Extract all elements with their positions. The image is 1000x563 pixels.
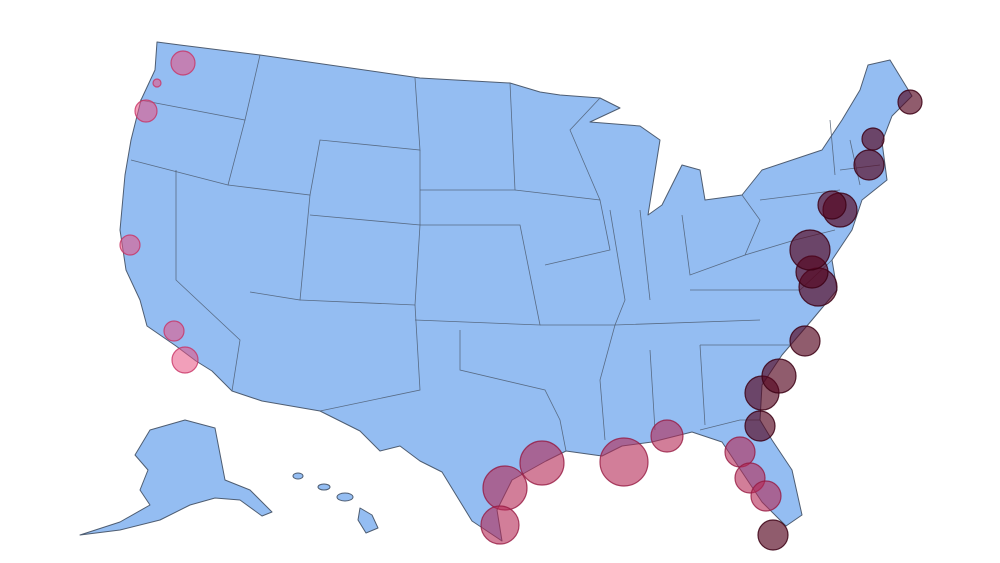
basemap — [79, 41, 913, 542]
bubble — [170, 50, 196, 76]
bubble — [789, 325, 821, 357]
bubble — [861, 127, 885, 151]
alaska — [79, 419, 273, 536]
bubble — [897, 89, 923, 115]
bubble — [482, 465, 528, 511]
bubble — [817, 190, 847, 220]
bubbles — [119, 50, 923, 551]
bubble — [757, 519, 789, 551]
bubble — [134, 99, 158, 123]
hawaii — [292, 472, 379, 534]
bubble — [599, 437, 649, 487]
island — [357, 507, 379, 534]
bubble — [853, 149, 885, 181]
bubble — [163, 320, 185, 342]
island — [292, 472, 304, 480]
bubble — [744, 410, 776, 442]
bubble — [152, 78, 162, 88]
bubble — [761, 358, 797, 394]
island — [336, 492, 354, 502]
island — [317, 483, 331, 491]
bubble — [119, 234, 141, 256]
bubble — [650, 419, 684, 453]
bubble — [519, 440, 565, 486]
bubble — [171, 346, 199, 374]
bubble — [480, 505, 520, 545]
contiguous-us — [119, 41, 913, 542]
bubble — [750, 480, 782, 512]
bubble — [789, 229, 831, 271]
